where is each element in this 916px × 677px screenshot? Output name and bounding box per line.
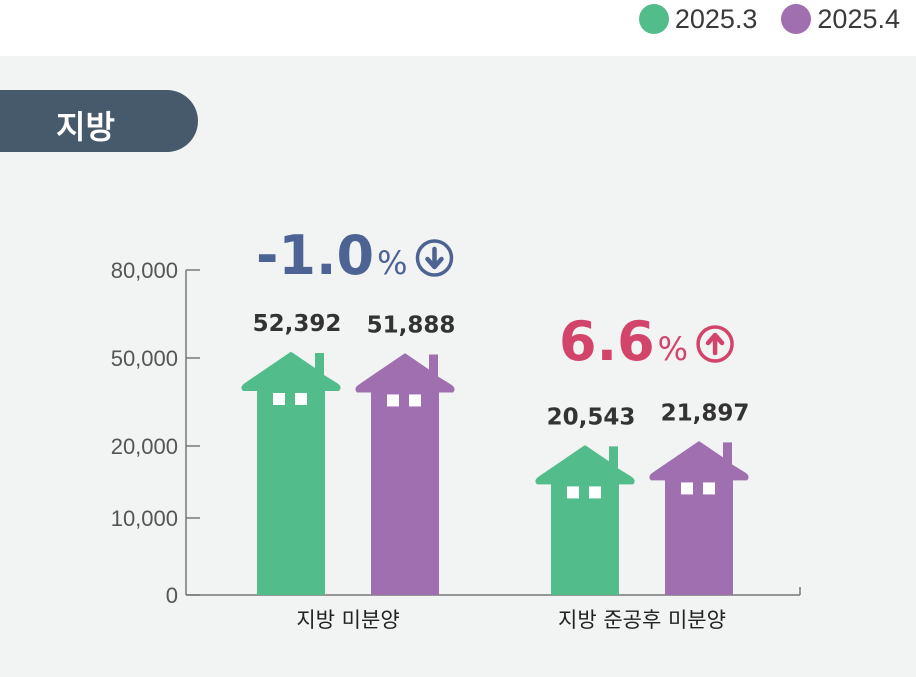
legend-item-2025-3: 2025.3 [638, 3, 758, 35]
arrow-up-icon [705, 332, 725, 356]
data-label: 52,392 [253, 311, 342, 337]
category-label: 지방 준공후 미분양 [558, 608, 726, 632]
house-window [295, 392, 307, 405]
change-annotation: 6.6% [559, 310, 734, 373]
legend-swatch [638, 4, 669, 34]
legend-label: 2025.3 [674, 3, 758, 34]
change-value: 6.6% [559, 310, 688, 373]
arrow-up-circle-icon [696, 325, 734, 363]
data-label: 20,543 [547, 404, 636, 430]
bar-2-1 [535, 445, 635, 595]
change-annotation: -1.0% [256, 224, 454, 287]
bar-2-2 [649, 441, 749, 595]
bar-1-2 [355, 353, 455, 595]
region-label: 지방 [56, 108, 115, 146]
bar-1-1 [241, 351, 341, 595]
house-window [703, 482, 715, 495]
y-tick-label: 80,000 [111, 258, 178, 283]
region-tab: 지방 [0, 90, 198, 152]
house-window [387, 394, 399, 407]
data-label: 51,888 [367, 312, 456, 338]
house-window [409, 394, 421, 407]
house-window [567, 486, 579, 499]
arrow-down-icon [425, 246, 444, 270]
legend: 2025.3 2025.4 [638, 3, 900, 35]
y-tick-label: 10,000 [111, 506, 178, 531]
legend-swatch [781, 4, 812, 34]
arrow-down-circle-icon [415, 239, 454, 277]
house-window [273, 392, 285, 405]
house-window [589, 486, 601, 499]
top-band [0, 0, 916, 56]
y-tick-label: 0 [166, 583, 178, 608]
house-window [681, 482, 693, 495]
y-tick-label: 50,000 [111, 346, 178, 371]
y-tick-label: 20,000 [111, 434, 178, 459]
legend-item-2025-4: 2025.4 [781, 4, 900, 35]
legend-label: 2025.4 [817, 3, 900, 34]
category-label: 지방 미분양 [296, 608, 399, 632]
data-label: 21,897 [661, 400, 750, 426]
change-value: -1.0% [256, 224, 407, 287]
